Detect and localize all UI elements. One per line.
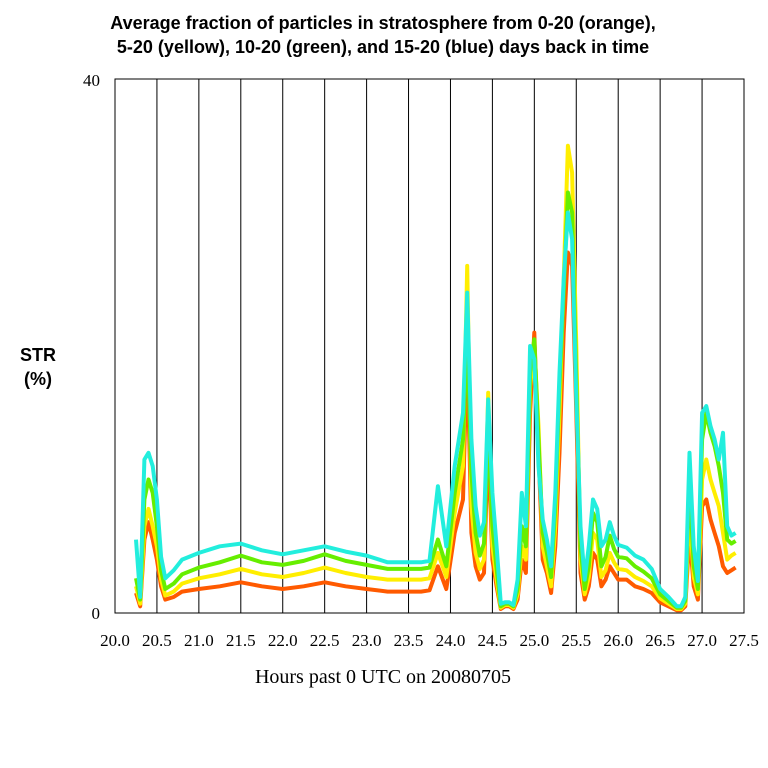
x-tick-label: 22.0	[268, 631, 298, 650]
y-tick-label-40: 40	[83, 71, 100, 90]
y-tick-label-0: 0	[92, 604, 101, 623]
x-tick-label: 23.5	[394, 631, 424, 650]
x-tick-label: 24.5	[478, 631, 508, 650]
x-tick-label: 20.0	[100, 631, 130, 650]
chart-title: Average fraction of particles in stratos…	[110, 13, 655, 57]
y-axis-label-line-1: STR	[20, 345, 56, 365]
x-tick-label: 22.5	[310, 631, 340, 650]
x-tick-label: 21.5	[226, 631, 256, 650]
y-axis-label: STR (%)	[20, 345, 56, 389]
x-tick-label: 27.5	[729, 631, 759, 650]
chart-title-line-2: 5-20 (yellow), 10-20 (green), and 15-20 …	[117, 37, 649, 57]
y-axis-label-line-2: (%)	[24, 369, 52, 389]
x-tick-label: 27.0	[687, 631, 717, 650]
y-tick-labels: 0 40	[83, 71, 100, 623]
x-tick-label: 25.5	[561, 631, 591, 650]
x-tick-label: 26.5	[645, 631, 675, 650]
x-tick-label: 24.0	[436, 631, 466, 650]
x-tick-label: 21.0	[184, 631, 214, 650]
chart-title-line-1: Average fraction of particles in stratos…	[110, 13, 655, 33]
series-line-15-20	[134, 210, 737, 609]
x-axis-label: Hours past 0 UTC on 20080705	[255, 666, 511, 688]
x-tick-label: 23.0	[352, 631, 382, 650]
series-lines	[134, 143, 737, 613]
x-tick-labels: 20.0 20.5 21.0 21.5 22.0 22.5 23.0 23.5 24.0 24.5…	[100, 631, 759, 650]
x-tick-label: 25.0	[519, 631, 549, 650]
x-tick-label: 26.0	[603, 631, 633, 650]
plot-area	[114, 78, 745, 614]
x-tick-label: 20.5	[142, 631, 172, 650]
